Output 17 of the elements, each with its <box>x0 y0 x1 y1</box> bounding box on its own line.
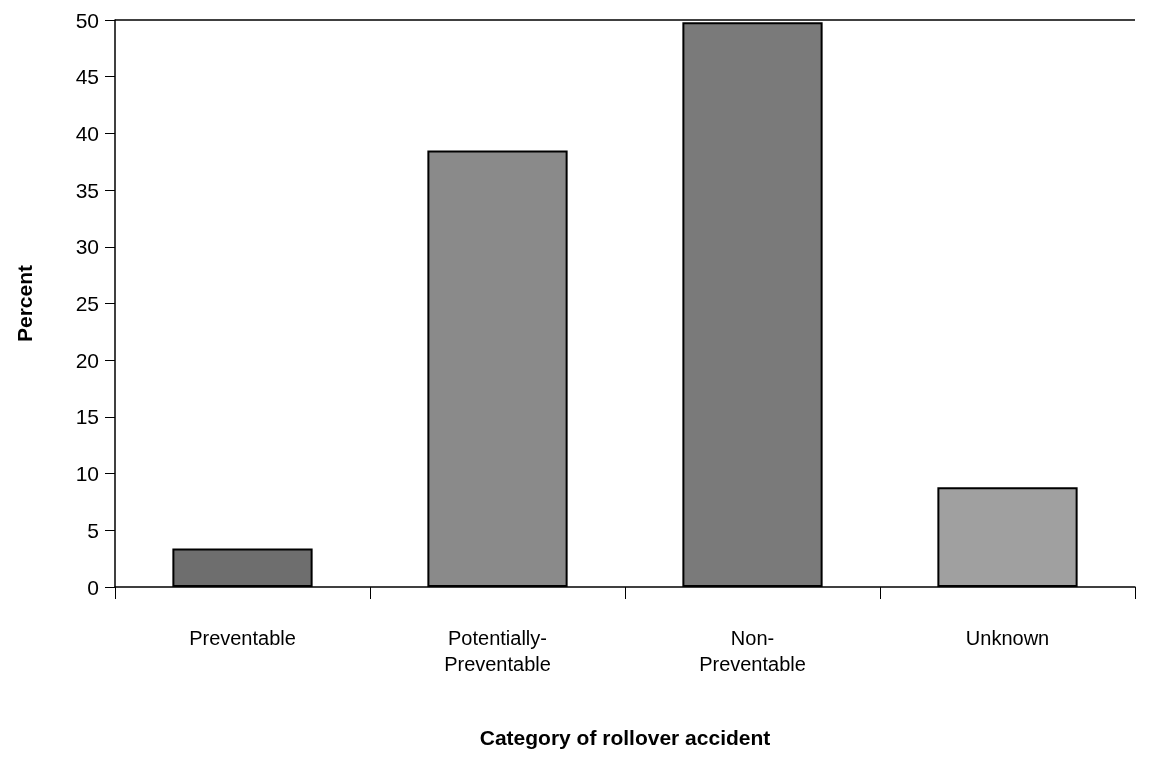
x-tick-label: Potentially- Preventable <box>444 627 551 675</box>
y-tick-label: 10 <box>75 462 99 486</box>
y-tick-label: 35 <box>75 178 99 202</box>
y-tick-label: 5 <box>87 518 99 542</box>
x-tick-label: Preventable <box>189 627 296 649</box>
x-tick-label: Unknown <box>965 627 1050 649</box>
y-tick-label: 0 <box>87 575 99 599</box>
x-tick-label: Non- Preventable <box>699 627 806 675</box>
y-tick-label: 50 <box>75 8 99 32</box>
y-tick-label: 25 <box>75 292 99 315</box>
x-axis-title: Category of rollover accident <box>479 726 771 749</box>
y-tick-label: 45 <box>75 65 99 89</box>
y-tick-label: 15 <box>75 405 99 429</box>
y-axis-title: Percent <box>13 264 36 343</box>
y-tick-label: 30 <box>75 235 99 259</box>
y-tick-label: 40 <box>75 121 99 145</box>
y-tick-label: 20 <box>75 348 99 372</box>
